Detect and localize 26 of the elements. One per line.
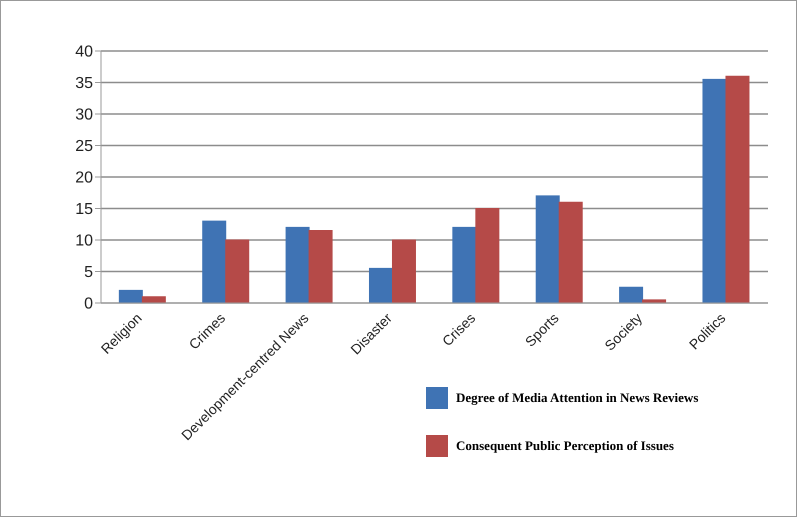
y-tick-label: 15 xyxy=(75,201,94,218)
bar xyxy=(558,202,583,303)
y-tick-label: 25 xyxy=(75,138,94,156)
bar xyxy=(202,220,226,303)
bar xyxy=(452,226,476,303)
bar xyxy=(308,230,333,303)
legend-label: Consequent Public Perception of Issues xyxy=(456,438,674,454)
y-tick-label: 10 xyxy=(75,232,94,250)
y-tick-label: 35 xyxy=(75,75,94,92)
y-tick-label: 5 xyxy=(84,264,94,282)
y-tick-label: 0 xyxy=(84,296,94,313)
bar xyxy=(475,208,500,303)
bar xyxy=(118,290,143,303)
legend-label: Degree of Media Attention in News Reviews xyxy=(456,390,698,406)
bar xyxy=(392,240,416,303)
y-tick-label: 30 xyxy=(75,106,94,124)
bar xyxy=(286,226,310,303)
y-tick-label: 40 xyxy=(75,44,94,61)
bar xyxy=(536,195,560,303)
bar xyxy=(619,286,644,303)
bar xyxy=(368,268,393,303)
y-tick-label: 20 xyxy=(75,170,94,187)
bar xyxy=(702,78,726,303)
bar xyxy=(225,240,250,303)
bar xyxy=(142,296,166,303)
bar xyxy=(725,76,750,303)
